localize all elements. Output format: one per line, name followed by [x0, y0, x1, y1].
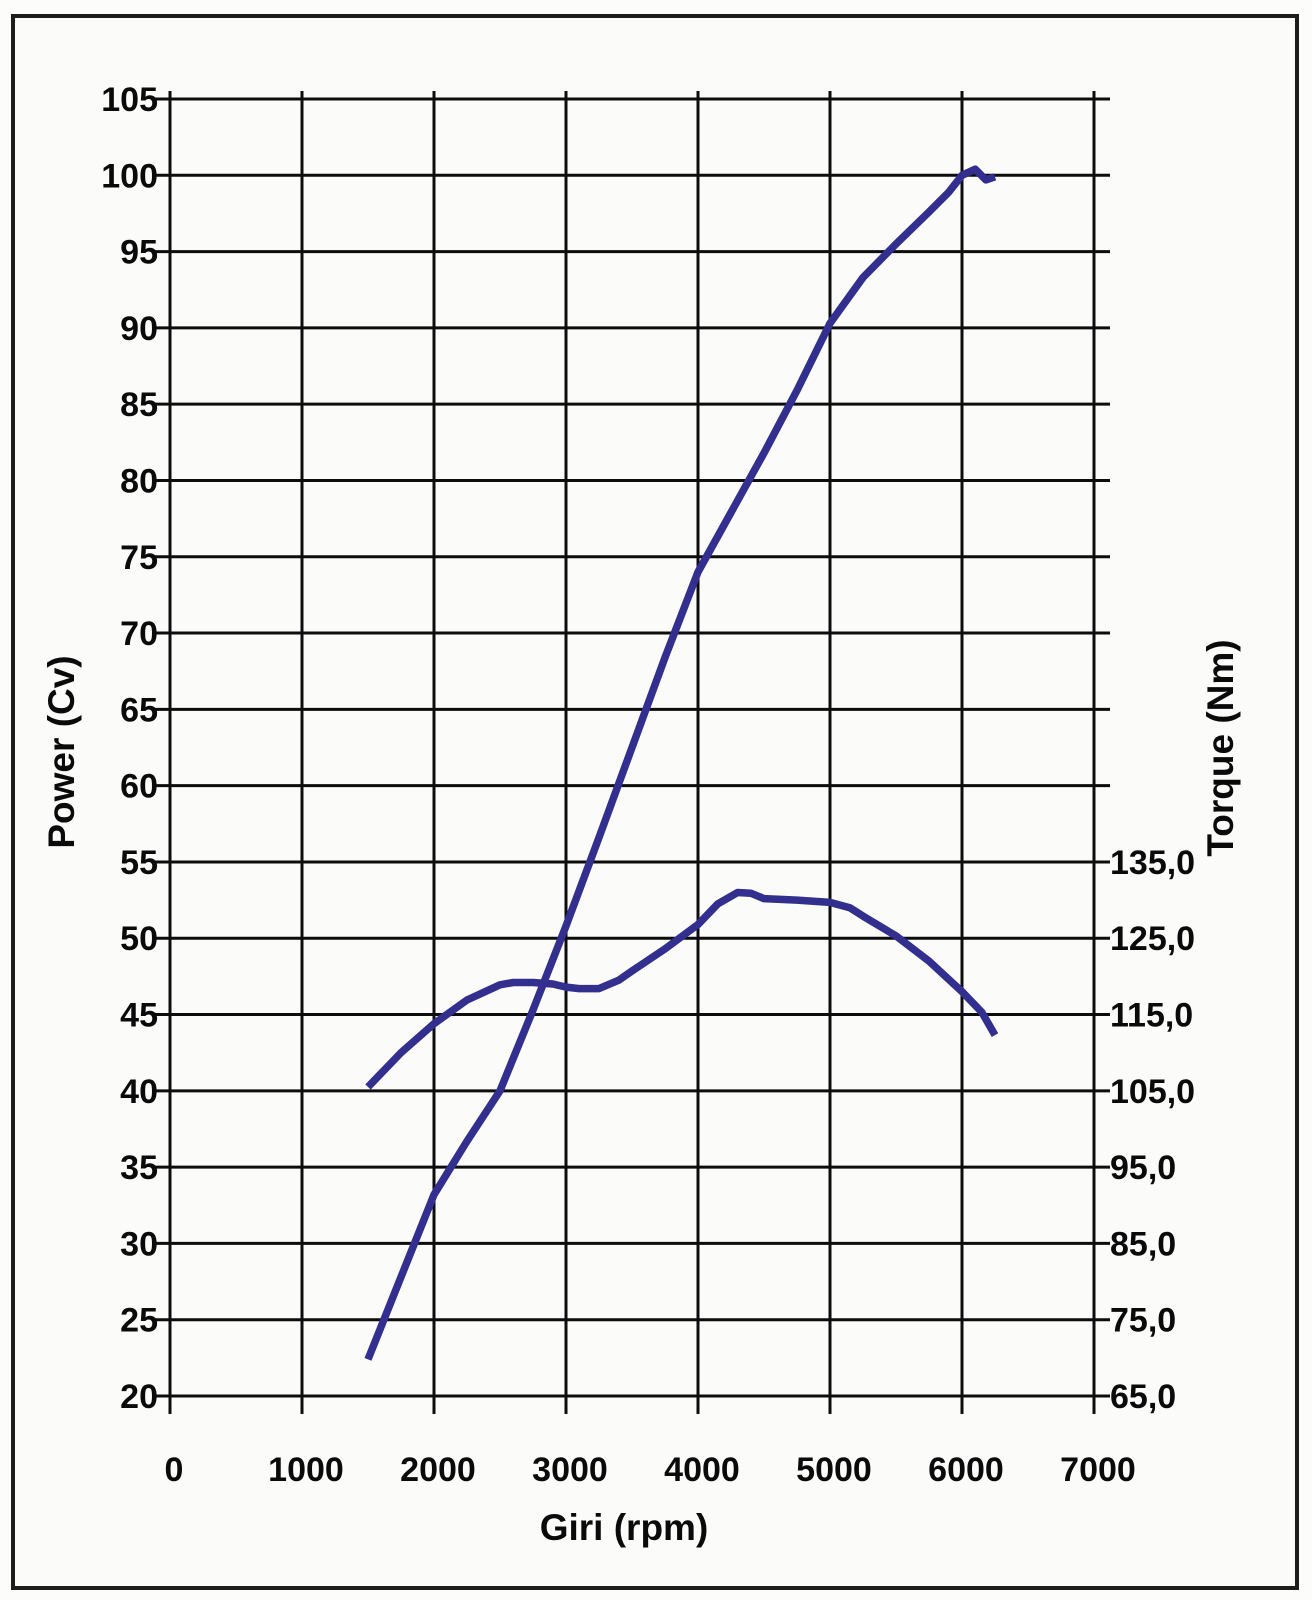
y-left-tick-label: 70 — [120, 615, 158, 653]
grid — [154, 91, 1110, 1414]
y-left-tick-label: 20 — [120, 1378, 158, 1416]
y-right-tick-label: 75,0 — [1110, 1302, 1176, 1340]
x-tick-label: 7000 — [1060, 1451, 1136, 1489]
y-left-tick-label: 85 — [120, 386, 158, 424]
y-left-tick-label: 90 — [120, 310, 158, 348]
y-left-tick-label: 80 — [120, 462, 158, 500]
x-tick-label: 0 — [165, 1451, 184, 1489]
y-left-tick-label: 40 — [120, 1073, 158, 1111]
x-tick-label: 1000 — [268, 1451, 344, 1489]
tick-labels: 0 1000 2000 3000 4000 5000 6000 7000 105 100 95 90 8… — [101, 81, 1195, 1489]
torque-curve — [365, 888, 999, 1090]
figure-border — [11, 14, 1299, 1590]
y-right-tick-label: 115,0 — [1110, 997, 1193, 1035]
y-left-tick-label: 105 — [101, 81, 158, 119]
x-axis-title: Giri (rpm) — [540, 1507, 709, 1548]
x-tick-label: 2000 — [400, 1451, 476, 1489]
y-left-tick-label: 50 — [120, 920, 158, 958]
y-right-tick-label: 65,0 — [1110, 1378, 1176, 1416]
y-left-tick-label: 95 — [120, 234, 158, 272]
power-curve — [364, 165, 997, 1361]
y-left-tick-label: 65 — [120, 691, 158, 729]
y-left-tick-label: 100 — [101, 157, 158, 195]
y-left-tick-label: 60 — [120, 768, 158, 806]
y-right-axis-title: Torque (Nm) — [1200, 639, 1241, 856]
y-left-tick-label: 30 — [120, 1225, 158, 1263]
y-left-tick-label: 75 — [120, 539, 158, 577]
y-left-tick-label: 35 — [120, 1149, 158, 1187]
y-left-tick-label: 25 — [120, 1302, 158, 1340]
y-right-tick-label: 85,0 — [1110, 1225, 1176, 1263]
y-left-axis-title: Power (Cv) — [41, 655, 82, 848]
y-right-tick-label: 135,0 — [1110, 844, 1195, 882]
y-left-tick-label: 45 — [120, 997, 158, 1035]
y-left-tick-label: 55 — [120, 844, 158, 882]
y-right-tick-label: 95,0 — [1110, 1149, 1176, 1187]
y-right-tick-label: 105,0 — [1110, 1073, 1195, 1111]
x-tick-label: 3000 — [532, 1451, 608, 1489]
curves — [364, 165, 999, 1361]
y-right-tick-label: 125,0 — [1110, 920, 1195, 958]
x-tick-label: 5000 — [796, 1451, 872, 1489]
x-tick-label: 4000 — [664, 1451, 740, 1489]
x-tick-label: 6000 — [928, 1451, 1004, 1489]
